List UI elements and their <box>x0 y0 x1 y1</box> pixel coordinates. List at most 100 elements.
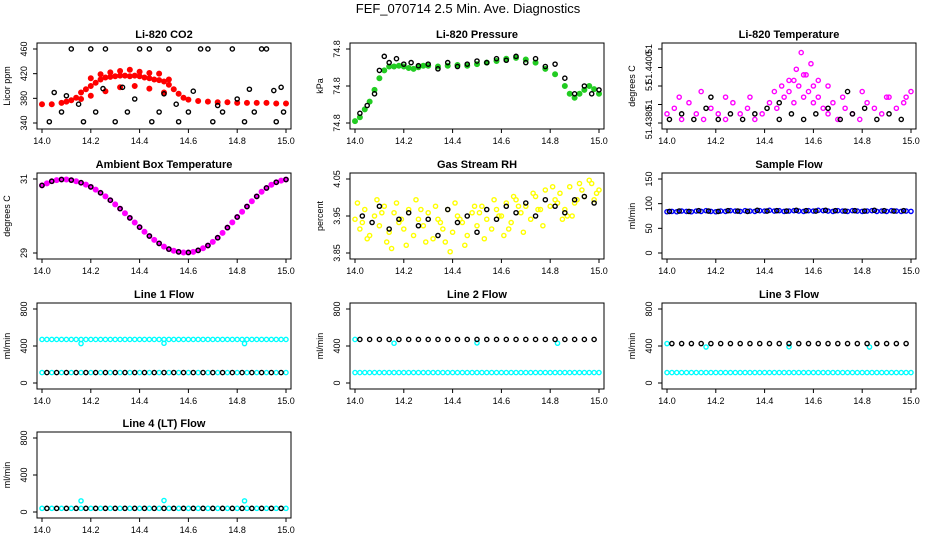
data-point <box>117 205 123 212</box>
data-point <box>258 188 265 195</box>
plot-frame <box>36 431 292 519</box>
data-point <box>141 336 148 343</box>
data-point <box>898 369 905 376</box>
data-point <box>185 505 192 512</box>
data-point <box>591 369 597 376</box>
data-point <box>92 186 99 193</box>
data-point <box>893 340 900 347</box>
data-point <box>542 187 549 193</box>
data-point <box>454 219 461 226</box>
data-point <box>435 66 441 72</box>
data-point <box>727 207 734 214</box>
data-point <box>371 91 378 97</box>
data-point <box>68 46 75 52</box>
data-point <box>381 369 388 376</box>
data-point <box>469 209 475 216</box>
data-point <box>239 208 246 215</box>
data-point <box>357 110 363 117</box>
data-point <box>673 369 680 376</box>
y-tick-label: 51 <box>644 44 654 54</box>
data-point <box>170 86 177 93</box>
data-point <box>190 88 197 94</box>
data-point <box>63 92 70 99</box>
data-point <box>791 207 797 214</box>
data-point <box>596 90 603 97</box>
data-point <box>752 369 758 376</box>
y-axis-label: degrees C <box>2 195 12 237</box>
data-point <box>664 369 670 376</box>
chart-title: Line 3 Flow <box>759 289 819 301</box>
data-point <box>391 369 397 376</box>
data-point <box>121 72 128 79</box>
data-point <box>886 94 892 100</box>
data-point <box>508 219 514 226</box>
data-point <box>852 207 858 214</box>
data-point <box>185 249 192 256</box>
data-point <box>586 83 593 90</box>
data-point <box>722 208 729 215</box>
data-point <box>744 105 751 112</box>
chart-title: Sample Flow <box>755 159 823 171</box>
data-point <box>146 46 153 52</box>
data-point <box>148 118 155 125</box>
x-tick-label: 14.8 <box>228 136 246 146</box>
data-point <box>781 208 787 215</box>
x-tick-label: 14.8 <box>853 266 871 276</box>
data-point <box>859 208 866 215</box>
data-point <box>837 116 844 123</box>
data-point <box>63 98 70 105</box>
data-point <box>666 208 673 215</box>
data-point <box>122 369 128 376</box>
data-point <box>800 116 807 123</box>
data-point <box>842 105 848 112</box>
data-point <box>58 505 65 512</box>
data-point <box>224 369 231 376</box>
data-point <box>825 340 831 347</box>
data-point <box>591 86 598 93</box>
data-point <box>102 369 109 376</box>
data-point <box>498 369 505 376</box>
data-point <box>102 505 109 512</box>
data-point <box>479 369 485 376</box>
data-point <box>270 87 277 94</box>
data-point <box>756 369 763 376</box>
data-point <box>805 88 812 95</box>
chart-panel-4: Ambient Box Temperature degrees C 14.0 14.2… <box>2 159 295 276</box>
data-point <box>214 369 221 376</box>
data-point <box>483 336 490 343</box>
chart-panel-10: Line 4 (LT) Flow ml/min 14.0 14.2 14.4 14.6 14… <box>2 418 295 535</box>
data-point <box>825 208 831 214</box>
data-point <box>136 369 143 376</box>
y-axis-label: ml/min <box>627 203 637 230</box>
data-point <box>87 83 94 90</box>
data-point <box>63 176 70 183</box>
data-point <box>552 336 558 343</box>
data-point <box>136 46 143 52</box>
data-point <box>214 505 221 512</box>
data-point <box>440 369 446 376</box>
data-point <box>356 114 363 121</box>
data-point <box>669 340 675 347</box>
data-point <box>219 109 226 115</box>
data-point <box>234 336 240 343</box>
data-point <box>200 505 206 512</box>
data-point <box>513 369 519 376</box>
y-tick-label: 800 <box>19 301 29 316</box>
y-axis-label: percent <box>315 200 325 231</box>
data-point <box>374 196 380 203</box>
data-point <box>425 336 432 343</box>
data-point <box>224 336 231 343</box>
x-tick-label: 14.4 <box>756 136 774 146</box>
data-point <box>371 86 378 93</box>
data-point <box>481 235 488 242</box>
data-point <box>112 73 119 80</box>
data-point <box>131 96 138 102</box>
data-point <box>903 208 909 214</box>
y-tick-label: 400 <box>19 467 29 482</box>
data-point <box>839 94 846 100</box>
data-point <box>166 336 172 343</box>
data-point <box>124 109 131 115</box>
data-point <box>403 242 410 249</box>
data-point <box>737 208 744 215</box>
data-point <box>195 247 201 254</box>
